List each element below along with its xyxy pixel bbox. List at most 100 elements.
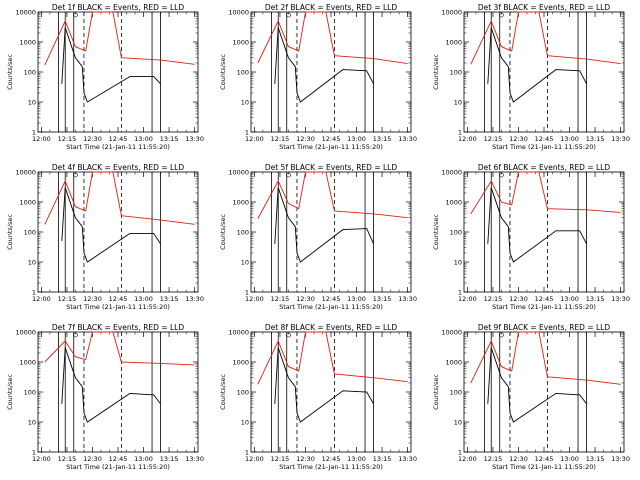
- detector-panel-4: Det 4f BLACK = Events, RED = LLD 1 10 100 10…: [6, 163, 204, 311]
- series-lld-line: [257, 171, 408, 219]
- y-tick-label: 10000: [15, 9, 36, 17]
- plot-frame: [463, 331, 625, 453]
- panel-title: Det 9f BLACK = Events, RED = LLD: [478, 323, 611, 332]
- x-tick-label: 12:30: [296, 455, 315, 463]
- x-tick-label: 12:00: [245, 295, 264, 303]
- x-tick-label: 12:15: [271, 455, 290, 463]
- series-lld-line: [44, 331, 195, 366]
- panel-title: Det 1f BLACK = Events, RED = LLD: [52, 3, 185, 12]
- y-axis-label: Counts/sec: [219, 54, 227, 90]
- y-tick-label: 10: [454, 99, 462, 107]
- x-tick-label: 12:00: [245, 455, 264, 463]
- y-tick-label: 1: [245, 289, 249, 297]
- plot-frame: [463, 171, 625, 293]
- y-tick-label: 100: [237, 389, 249, 397]
- series-events-line: [61, 187, 161, 263]
- x-tick-label: 13:30: [185, 455, 204, 463]
- x-tick-label: 12:15: [58, 135, 77, 143]
- x-tick-label: 12:00: [458, 295, 477, 303]
- y-axis-label: Counts/sec: [219, 374, 227, 410]
- y-axis-label: Counts/sec: [219, 214, 227, 250]
- x-tick-label: 12:45: [322, 295, 341, 303]
- series-events-line: [274, 187, 375, 263]
- detector-panel-3: Det 3f BLACK = Events, RED = LLD 1 10 100 10…: [432, 3, 630, 151]
- x-tick-label: 13:30: [185, 135, 204, 143]
- y-tick-label: 1000: [445, 359, 462, 367]
- x-axis-label: Start Time (21-Jan-11 11:55:20): [279, 303, 383, 311]
- x-tick-label: 13:00: [134, 295, 153, 303]
- x-tick-label: 13:30: [611, 455, 630, 463]
- x-tick-label: 13:15: [373, 295, 392, 303]
- x-axis-label: Start Time (21-Jan-11 11:55:20): [492, 143, 596, 151]
- y-axis-label: Counts/sec: [432, 374, 440, 410]
- x-tick-label: 12:30: [83, 135, 102, 143]
- x-tick-label: 12:00: [245, 135, 264, 143]
- panel-title: Det 5f BLACK = Events, RED = LLD: [265, 163, 398, 172]
- y-tick-label: 10000: [15, 169, 36, 177]
- x-tick-label: 13:15: [586, 295, 605, 303]
- series-lld-line: [44, 171, 195, 225]
- detector-panel-8: Det 8f BLACK = Events, RED = LLD 1 10 100 10…: [219, 323, 417, 471]
- y-tick-label: 1000: [19, 39, 36, 47]
- x-tick-label: 13:30: [185, 295, 204, 303]
- y-tick-label: 100: [237, 229, 249, 237]
- plot-frame: [250, 11, 412, 133]
- y-tick-label: 10000: [228, 169, 249, 177]
- x-tick-label: 12:15: [484, 135, 503, 143]
- y-tick-label: 10000: [441, 329, 462, 337]
- x-tick-label: 12:45: [535, 135, 554, 143]
- x-tick-label: 13:15: [373, 135, 392, 143]
- x-tick-label: 12:00: [32, 295, 51, 303]
- series-events-line: [61, 347, 161, 423]
- x-axis-label: Start Time (21-Jan-11 11:55:20): [66, 143, 170, 151]
- y-tick-label: 1: [32, 449, 36, 457]
- y-tick-label: 10: [454, 259, 462, 267]
- y-tick-label: 10000: [15, 329, 36, 337]
- x-tick-label: 12:45: [322, 135, 341, 143]
- y-tick-label: 100: [237, 69, 249, 77]
- y-tick-label: 1000: [232, 359, 249, 367]
- x-tick-label: 13:00: [560, 455, 579, 463]
- x-tick-label: 12:45: [109, 135, 128, 143]
- x-tick-label: 12:15: [58, 295, 77, 303]
- x-tick-label: 13:00: [347, 135, 366, 143]
- detector-panel-1: Det 1f BLACK = Events, RED = LLD 1 10 100 10…: [6, 3, 204, 151]
- plot-frame: [37, 11, 199, 133]
- y-tick-label: 100: [24, 229, 36, 237]
- x-tick-label: 13:00: [560, 295, 579, 303]
- x-tick-label: 13:15: [586, 455, 605, 463]
- x-tick-label: 12:45: [322, 455, 341, 463]
- series-lld-line: [470, 331, 621, 385]
- x-tick-label: 13:00: [347, 295, 366, 303]
- y-tick-label: 1: [245, 449, 249, 457]
- plot-frame: [250, 331, 412, 453]
- x-tick-label: 12:30: [83, 295, 102, 303]
- plot-frame: [250, 171, 412, 293]
- detector-panel-6: Det 6f BLACK = Events, RED = LLD 1 10 100 10…: [432, 163, 630, 311]
- series-events-line: [487, 27, 587, 103]
- panel-title: Det 3f BLACK = Events, RED = LLD: [478, 3, 611, 12]
- x-tick-label: 12:45: [535, 295, 554, 303]
- x-tick-label: 13:30: [398, 135, 417, 143]
- panel-title: Det 7f BLACK = Events, RED = LLD: [52, 323, 185, 332]
- x-tick-label: 13:00: [134, 135, 153, 143]
- x-axis-label: Start Time (21-Jan-11 11:55:20): [66, 463, 170, 471]
- x-axis-label: Start Time (21-Jan-11 11:55:20): [279, 463, 383, 471]
- y-tick-label: 10: [241, 419, 249, 427]
- y-tick-label: 100: [450, 69, 462, 77]
- y-tick-label: 1: [32, 289, 36, 297]
- y-tick-label: 1000: [445, 199, 462, 207]
- x-tick-label: 12:30: [83, 455, 102, 463]
- y-tick-label: 1: [458, 449, 462, 457]
- y-tick-label: 1: [458, 129, 462, 137]
- x-tick-label: 13:30: [398, 295, 417, 303]
- x-tick-label: 12:45: [109, 295, 128, 303]
- x-tick-label: 12:00: [32, 135, 51, 143]
- x-tick-label: 12:30: [296, 135, 315, 143]
- y-tick-label: 1: [32, 129, 36, 137]
- x-tick-label: 13:15: [160, 455, 179, 463]
- series-lld-line: [257, 11, 408, 65]
- y-tick-label: 10: [241, 99, 249, 107]
- series-lld-line: [470, 171, 621, 215]
